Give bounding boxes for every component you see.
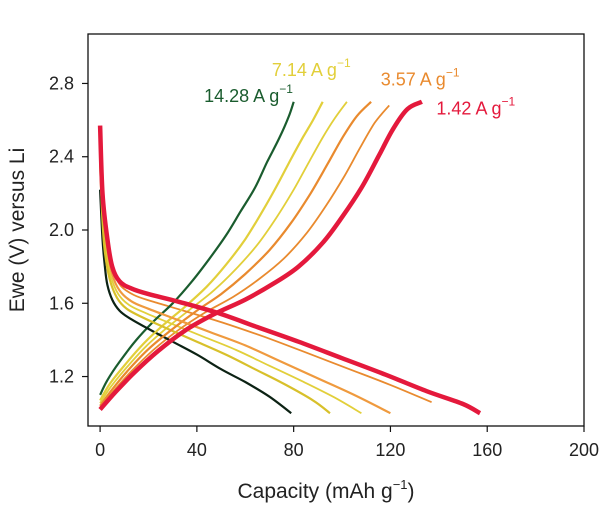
series-label-base: 3.57 A g — [381, 69, 446, 89]
series-label-sup: −1 — [501, 95, 515, 109]
x-tick-label: 40 — [187, 440, 207, 460]
series-label-base: 1.42 A g — [436, 99, 501, 119]
y-tick-label: 1.2 — [49, 367, 74, 387]
y-axis-title: Ewe (V) versus Li — [6, 148, 29, 313]
x-axis-title: Capacity (mAh g−1) — [237, 477, 414, 503]
series-label-base: 7.14 A g — [272, 60, 337, 80]
series-label-sup: −1 — [337, 56, 351, 70]
intermediate-discharge-curve — [99, 134, 432, 404]
charge-curve-1 — [99, 101, 324, 401]
discharge-curve-1 — [99, 164, 331, 415]
x-tick-label: 160 — [472, 440, 502, 460]
charge-curve-3 — [98, 99, 423, 411]
y-tick-label: 2.8 — [49, 73, 74, 93]
series-label-sup: −1 — [279, 82, 293, 96]
intermediate-discharge-curve — [99, 153, 362, 414]
x-axis-title-sup: −1 — [393, 477, 408, 492]
series-label-2: 3.57 A g−1 — [381, 65, 460, 89]
discharge-curve-3 — [97, 125, 482, 416]
series-label-1: 7.14 A g−1 — [272, 56, 351, 80]
intermediate-charge-curve — [99, 104, 390, 409]
series-layer — [97, 99, 482, 416]
y-tick-label: 2.0 — [49, 220, 74, 240]
intermediate-charge-curve — [99, 101, 348, 404]
discharge-curve-2 — [99, 143, 391, 415]
tick-layer: 0 40 80 120 160 200 1.2 1.6 2.0 2.4 2.8 — [49, 73, 599, 460]
charge-curve-0 — [99, 101, 295, 396]
discharge-curve-0 — [99, 189, 292, 415]
x-axis-title-base: Capacity (mAh g — [237, 480, 392, 503]
series-label-3: 1.42 A g−1 — [436, 95, 515, 119]
y-tick-label: 2.4 — [49, 147, 74, 167]
series-label-layer: 14.28 A g−17.14 A g−13.57 A g−11.42 A g−… — [204, 56, 515, 118]
series-label-sup: −1 — [446, 65, 460, 79]
x-axis-title-suffix: ) — [408, 480, 415, 503]
plot-area — [87, 33, 585, 427]
x-tick-label: 80 — [284, 440, 304, 460]
series-label-0: 14.28 A g−1 — [204, 82, 293, 106]
series-label-base: 14.28 A g — [204, 86, 279, 106]
charge-curve-2 — [99, 101, 372, 407]
x-tick-label: 0 — [95, 440, 105, 460]
y-tick-label: 1.6 — [49, 293, 74, 313]
x-tick-label: 120 — [375, 440, 405, 460]
x-tick-label: 200 — [569, 440, 599, 460]
